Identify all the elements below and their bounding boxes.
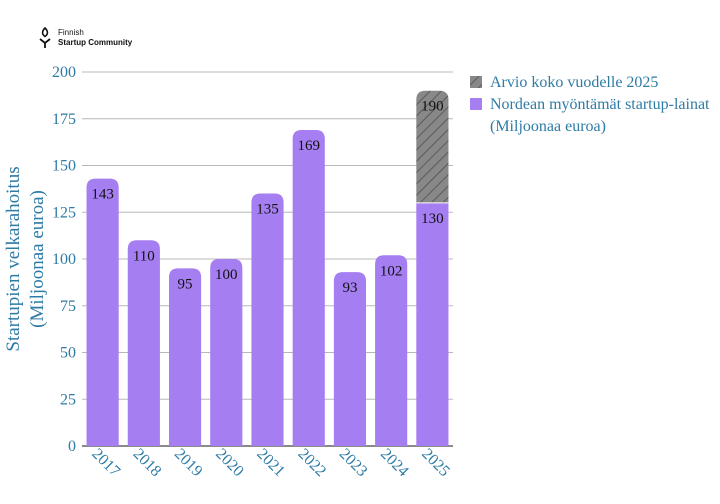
legend-swatch xyxy=(470,76,482,88)
data-label: 130 xyxy=(421,211,444,227)
legend-label: Nordean myöntämät startup-lainat xyxy=(490,96,710,113)
data-label: 95 xyxy=(178,276,193,292)
x-tick-label: 2025 xyxy=(418,445,453,480)
bar xyxy=(292,129,325,446)
bar xyxy=(333,272,367,446)
bar xyxy=(168,268,202,446)
x-tick-label: 2023 xyxy=(336,445,371,480)
legend-label: Arvio koko vuodelle 2025 xyxy=(490,74,658,91)
logo: Finnish Startup Community xyxy=(38,27,132,49)
data-label: 102 xyxy=(380,263,403,279)
logo-line-2: Startup Community xyxy=(58,38,133,47)
y-tick-label: 200 xyxy=(52,64,76,81)
y-axis-label: Startupien velkarahoitus (Miljoonaa euroa… xyxy=(3,166,48,351)
bar xyxy=(416,202,449,446)
x-tick-label: 2022 xyxy=(295,445,330,480)
data-label: 110 xyxy=(133,248,155,264)
legend-swatch xyxy=(470,98,482,110)
data-label: 143 xyxy=(91,187,114,203)
y-tick-label: 175 xyxy=(52,111,76,128)
logo-line-1: Finnish xyxy=(58,28,84,37)
y-tick-label: 0 xyxy=(68,438,76,455)
fsc-logo-icon xyxy=(39,27,51,48)
legend-label: (Miljoonaa euroa) xyxy=(490,118,606,135)
y-tick-label: 75 xyxy=(60,298,76,315)
data-label: 100 xyxy=(215,267,238,283)
bar xyxy=(375,255,408,446)
y-axis-label-line: (Miljoonaa euroa) xyxy=(27,190,48,328)
bar xyxy=(210,259,243,446)
data-label: 169 xyxy=(297,138,320,154)
x-tick-label: 2021 xyxy=(253,445,288,480)
bar xyxy=(86,178,119,446)
x-tick-label: 2020 xyxy=(212,445,247,480)
y-tick-label: 100 xyxy=(52,251,76,268)
x-tick-label: 2019 xyxy=(171,445,206,480)
estimate-bar xyxy=(416,90,449,203)
x-tick-label: 2017 xyxy=(88,445,123,480)
y-tick-label: 50 xyxy=(60,345,76,362)
y-tick-label: 150 xyxy=(52,158,76,175)
data-label: 93 xyxy=(342,280,357,296)
bar xyxy=(127,240,160,446)
bar xyxy=(251,193,284,446)
y-tick-label: 125 xyxy=(52,204,76,221)
x-tick-label: 2018 xyxy=(130,445,165,480)
data-label: 135 xyxy=(256,202,279,218)
y-tick-label: 25 xyxy=(60,391,76,408)
x-tick-label: 2024 xyxy=(377,445,412,480)
estimate-data-label: 190 xyxy=(421,99,444,115)
y-axis-label-line: Startupien velkarahoitus xyxy=(3,166,24,351)
